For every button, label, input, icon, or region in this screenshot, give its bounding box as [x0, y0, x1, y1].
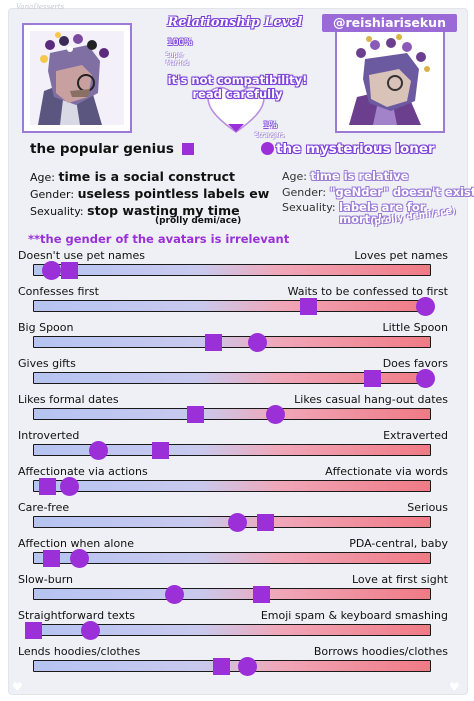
slider-left-label: Care-free — [18, 501, 70, 514]
circle-marker-icon — [261, 142, 274, 155]
square-marker[interactable] — [363, 370, 381, 387]
circle-marker[interactable] — [81, 621, 101, 640]
right-character-name: the mysterious loner — [276, 141, 435, 157]
right-sexuality: Sexuality: labels are for mortals — [282, 201, 425, 225]
right-sexuality-label: Sexuality: — [282, 201, 336, 214]
left-sexuality: Sexuality: stop wasting my time — [30, 203, 240, 218]
square-marker[interactable] — [300, 298, 318, 315]
circle-marker[interactable] — [265, 405, 285, 424]
square-marker[interactable] — [42, 550, 60, 567]
right-age-label: Age: — [282, 170, 307, 183]
slider-right-label: Serious — [407, 501, 448, 514]
left-sexuality-value: stop wasting my time — [87, 203, 240, 218]
slider-track[interactable] — [33, 480, 431, 492]
heart-left-icon: ♥ — [12, 680, 23, 694]
slider-track[interactable] — [33, 588, 431, 600]
left-sexuality-label: Sexuality: — [30, 205, 84, 218]
slider-right-label: Affectionate via words — [325, 465, 448, 478]
slider-left-label: Affection when alone — [18, 537, 134, 550]
slider-left-label: Doesn't use pet names — [18, 249, 145, 262]
circle-marker[interactable] — [41, 261, 61, 280]
avatar-left — [22, 23, 132, 133]
circle-marker[interactable] — [59, 477, 79, 496]
slider-right-label: PDA-central, baby — [349, 537, 448, 550]
square-marker[interactable] — [256, 514, 274, 531]
percent-top: 100% — [167, 38, 193, 48]
left-age-label: Age: — [30, 171, 55, 184]
circle-marker[interactable] — [89, 441, 109, 460]
slider-right-label: Little Spoon — [382, 321, 448, 334]
square-marker[interactable] — [252, 586, 270, 603]
slider-right-label: Emoji spam & keyboard smashing — [260, 609, 448, 622]
left-gender-value: useless pointless labels ew — [77, 186, 270, 201]
slider-track[interactable] — [33, 408, 431, 420]
relationship-level-title: Relationship Level — [167, 15, 303, 30]
slider-right-label: Extraverted — [383, 429, 448, 442]
square-marker[interactable] — [205, 334, 223, 351]
left-age: Age: time is a social construct — [30, 169, 235, 184]
left-gender-label: Gender: — [30, 188, 75, 201]
slider-left-label: Slow-burn — [18, 573, 73, 586]
slider-track[interactable] — [33, 336, 431, 348]
left-age-value: time is a social construct — [58, 169, 236, 184]
right-age-value: time is relative — [310, 169, 409, 183]
watermark: VanaDesserts — [16, 3, 65, 11]
square-marker[interactable] — [38, 478, 56, 495]
slider-track[interactable] — [33, 300, 431, 312]
slider-right-label: Borrows hoodies/clothes — [313, 645, 448, 658]
circle-marker[interactable] — [69, 549, 89, 568]
slider-left-label: Big Spoon — [18, 321, 74, 334]
notice-text: it's not compatibility! read carefully — [160, 73, 315, 101]
right-gender: Gender: "geNder" doesn't exist — [282, 185, 474, 199]
slider-track[interactable] — [33, 552, 431, 564]
slider-right-label: Does favors — [382, 357, 448, 370]
heart-right-icon: ♥ — [449, 680, 460, 694]
percent-bottom: 1% — [263, 121, 278, 131]
slider-track[interactable] — [33, 264, 431, 276]
slider-right-label: Love at first sight — [351, 573, 448, 586]
slider-track[interactable] — [33, 444, 431, 456]
slider-left-label: Introverted — [18, 429, 80, 442]
slider-track[interactable] — [33, 660, 431, 672]
slider-left-label: Lends hoodies/clothes — [18, 645, 141, 658]
heart-meter-icon — [207, 86, 265, 133]
gender-note: **the gender of the avatars is irrelevan… — [28, 232, 290, 246]
left-gender: Gender: useless pointless labels ew — [30, 186, 269, 201]
user-handle: @reishiarisekun — [322, 14, 457, 32]
left-sexuality-note: (prolly demi/ace) — [155, 216, 242, 226]
square-marker[interactable] — [151, 442, 169, 459]
percent-bottom-caption: Strangers — [255, 132, 285, 139]
circle-marker[interactable] — [416, 369, 436, 388]
slider-right-label: Waits to be confessed to first — [287, 285, 448, 298]
square-marker[interactable] — [60, 262, 78, 279]
slider-left-label: Gives gifts — [18, 357, 76, 370]
circle-marker[interactable] — [227, 513, 247, 532]
circle-marker[interactable] — [237, 657, 257, 676]
circle-marker[interactable] — [247, 333, 267, 352]
avatar-right — [335, 23, 445, 133]
slider-left-label: Likes formal dates — [18, 393, 119, 406]
slider-right-label: Likes casual hang-out dates — [294, 393, 448, 406]
slider-left-label: Confesses first — [18, 285, 99, 298]
right-gender-value: "geNder" doesn't exist — [329, 185, 474, 199]
slider-right-label: Loves pet names — [354, 249, 448, 262]
square-marker[interactable] — [187, 406, 205, 423]
right-gender-label: Gender: — [282, 186, 327, 199]
square-marker[interactable] — [213, 658, 231, 675]
right-sexuality-value: labels are for mortals — [339, 200, 426, 226]
slider-left-label: Straightforward texts — [18, 609, 135, 622]
left-character-name: the popular genius — [30, 141, 174, 157]
avatar-right-art — [343, 31, 437, 125]
percent-top-caption: Super Married — [166, 52, 189, 67]
circle-marker[interactable] — [416, 297, 436, 316]
notice-line: it's not compatibility! read carefully — [167, 73, 308, 101]
square-marker[interactable] — [25, 622, 42, 639]
circle-marker[interactable] — [164, 585, 184, 604]
avatar-left-art — [30, 31, 124, 125]
slider-left-label: Affectionate via actions — [18, 465, 148, 478]
right-age: Age: time is relative — [282, 169, 408, 183]
square-marker-icon — [182, 143, 194, 155]
header-center: Relationship Level — [150, 15, 320, 30]
